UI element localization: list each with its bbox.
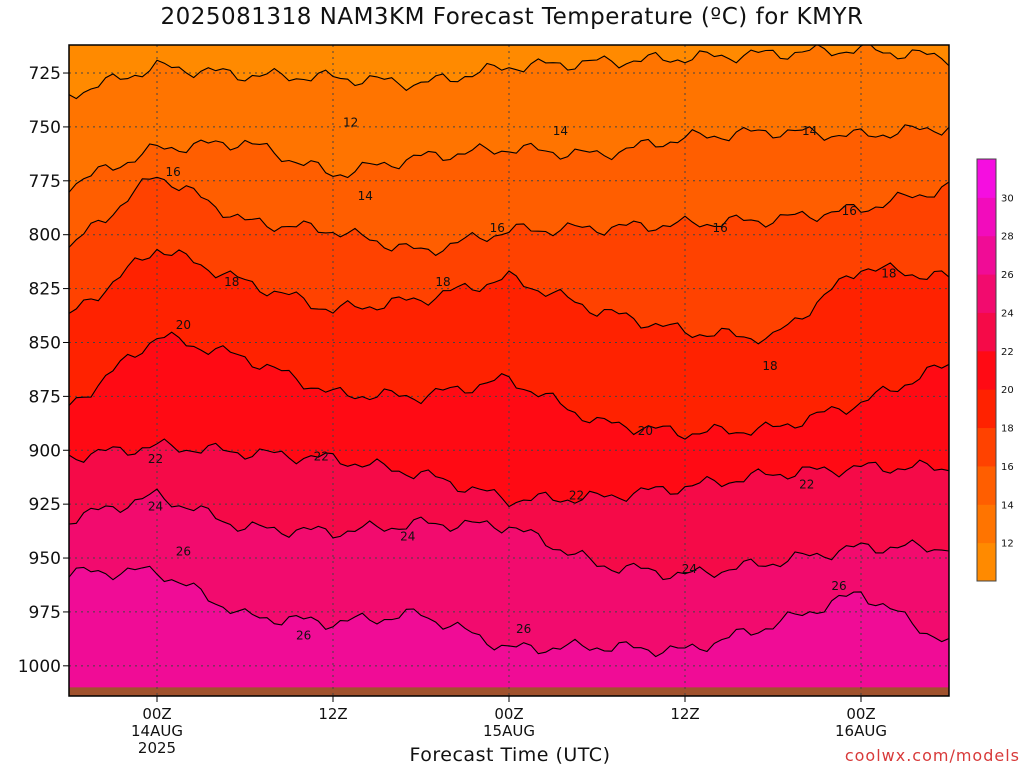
colorbar-tick-label: 24 <box>1001 308 1014 319</box>
contour-label: 26 <box>176 545 191 559</box>
contour-label: 24 <box>148 499 163 513</box>
isotherm-16 <box>69 176 949 257</box>
isotherm-22 <box>69 438 949 508</box>
contour-label-layer: 12 14 14 14 16 16 16 16 18 18 18 18 20 20 22 22 22 22 24 24… <box>148 116 897 643</box>
contour-label: 22 <box>569 489 584 503</box>
colorbar-frame <box>976 158 997 582</box>
colorbar-swatch <box>977 542 996 582</box>
isotherm-14 <box>69 124 949 193</box>
colorbar-swatch <box>977 389 996 429</box>
colorbar-tick-label: 16 <box>1001 462 1014 473</box>
y-tick-label: 950 <box>29 549 61 569</box>
colorbar-tick-label: 30 <box>1001 193 1014 204</box>
contour-label: 14 <box>802 124 817 138</box>
contour-label: 24 <box>682 562 697 576</box>
colorbar-swatch <box>977 312 996 352</box>
colorbar-tick-label: 22 <box>1001 347 1014 358</box>
x-tick-label: 12Z <box>670 705 699 723</box>
x-tick-label: 14AUG <box>131 722 183 740</box>
x-tick-label: 2025 <box>138 739 176 757</box>
y-tick-label: 825 <box>29 280 61 300</box>
isotherm-20 <box>69 331 949 440</box>
contour-label: 16 <box>490 221 505 235</box>
isotherm-24 <box>69 488 949 581</box>
isotherm-contour-layer <box>69 45 949 658</box>
grid-layer <box>69 45 949 696</box>
contour-label: 26 <box>831 579 846 593</box>
contour-label: 22 <box>148 452 163 466</box>
colorbar-swatch <box>977 504 996 544</box>
colorbar-swatch <box>977 235 996 275</box>
y-tick-label: 975 <box>29 603 61 623</box>
y-tick-label: 875 <box>29 387 61 407</box>
contour-label: 18 <box>881 266 896 280</box>
contour-label: 26 <box>516 622 531 636</box>
contour-label: 14 <box>553 124 568 138</box>
contour-label: 16 <box>165 165 180 179</box>
contour-label: 26 <box>296 629 311 643</box>
contour-label: 18 <box>224 275 239 289</box>
colorbar-swatch <box>977 274 996 313</box>
x-tick-label: 12Z <box>318 705 347 723</box>
y-tick-label: 850 <box>29 333 61 353</box>
contour-label: 12 <box>343 116 358 130</box>
x-tick-label: 00Z <box>494 705 523 723</box>
y-tick-label: 800 <box>29 226 61 246</box>
contour-label: 18 <box>762 359 777 373</box>
contour-label: 18 <box>435 275 450 289</box>
colorbar-tick-label: 20 <box>1001 385 1014 396</box>
colorbar-tick-label: 26 <box>1001 270 1014 281</box>
colorbar-tick-label: 14 <box>1001 500 1014 511</box>
colorbar: 12 14 16 18 20 22 24 26 28 30 <box>976 158 1014 582</box>
colorbar-swatch <box>977 427 996 467</box>
y-tick-label: 900 <box>29 441 61 461</box>
contour-label: 14 <box>358 189 373 203</box>
x-tick-label: 00Z <box>846 705 875 723</box>
x-tick-label: 16AUG <box>835 722 887 740</box>
x-axis-label: Forecast Time (UTC) <box>409 744 611 766</box>
y-tick-label: 1000 <box>18 657 61 677</box>
colorbar-tick-label: 18 <box>1001 424 1014 435</box>
contour-label: 22 <box>799 478 814 492</box>
contour-label: 16 <box>713 221 728 235</box>
isotherm-26 <box>69 565 949 658</box>
contour-label: 20 <box>176 318 191 332</box>
x-tick-label: 00Z <box>142 705 171 723</box>
axes-layer: 725 750 775 800 825 850 875 900 925 950 975 1000 00Z… <box>18 64 887 757</box>
y-tick-label: 725 <box>29 64 61 84</box>
colorbar-tick-label: 28 <box>1001 232 1014 243</box>
isotherm-18 <box>69 248 949 345</box>
isotherm-12 <box>69 45 949 100</box>
y-tick-label: 925 <box>29 495 61 515</box>
ground-layer <box>69 687 949 696</box>
colorbar-tick-label: 12 <box>1001 539 1014 550</box>
contour-label: 16 <box>842 204 857 218</box>
contour-label: 24 <box>400 529 415 543</box>
colorbar-swatch <box>977 350 996 390</box>
contour-label: 22 <box>314 450 329 464</box>
x-tick-label: 15AUG <box>483 722 535 740</box>
chart-title: 2025081318 NAM3KM Forecast Temperature (… <box>160 4 864 30</box>
ground-strip <box>69 687 949 696</box>
y-tick-label: 750 <box>29 118 61 138</box>
contour-label: 20 <box>638 424 653 438</box>
colorbar-swatch <box>977 197 996 237</box>
credit-link-text[interactable]: coolwx.com/models <box>844 746 1020 765</box>
y-tick-label: 775 <box>29 172 61 192</box>
colorbar-swatch <box>977 465 996 505</box>
colorbar-swatch <box>977 159 996 198</box>
